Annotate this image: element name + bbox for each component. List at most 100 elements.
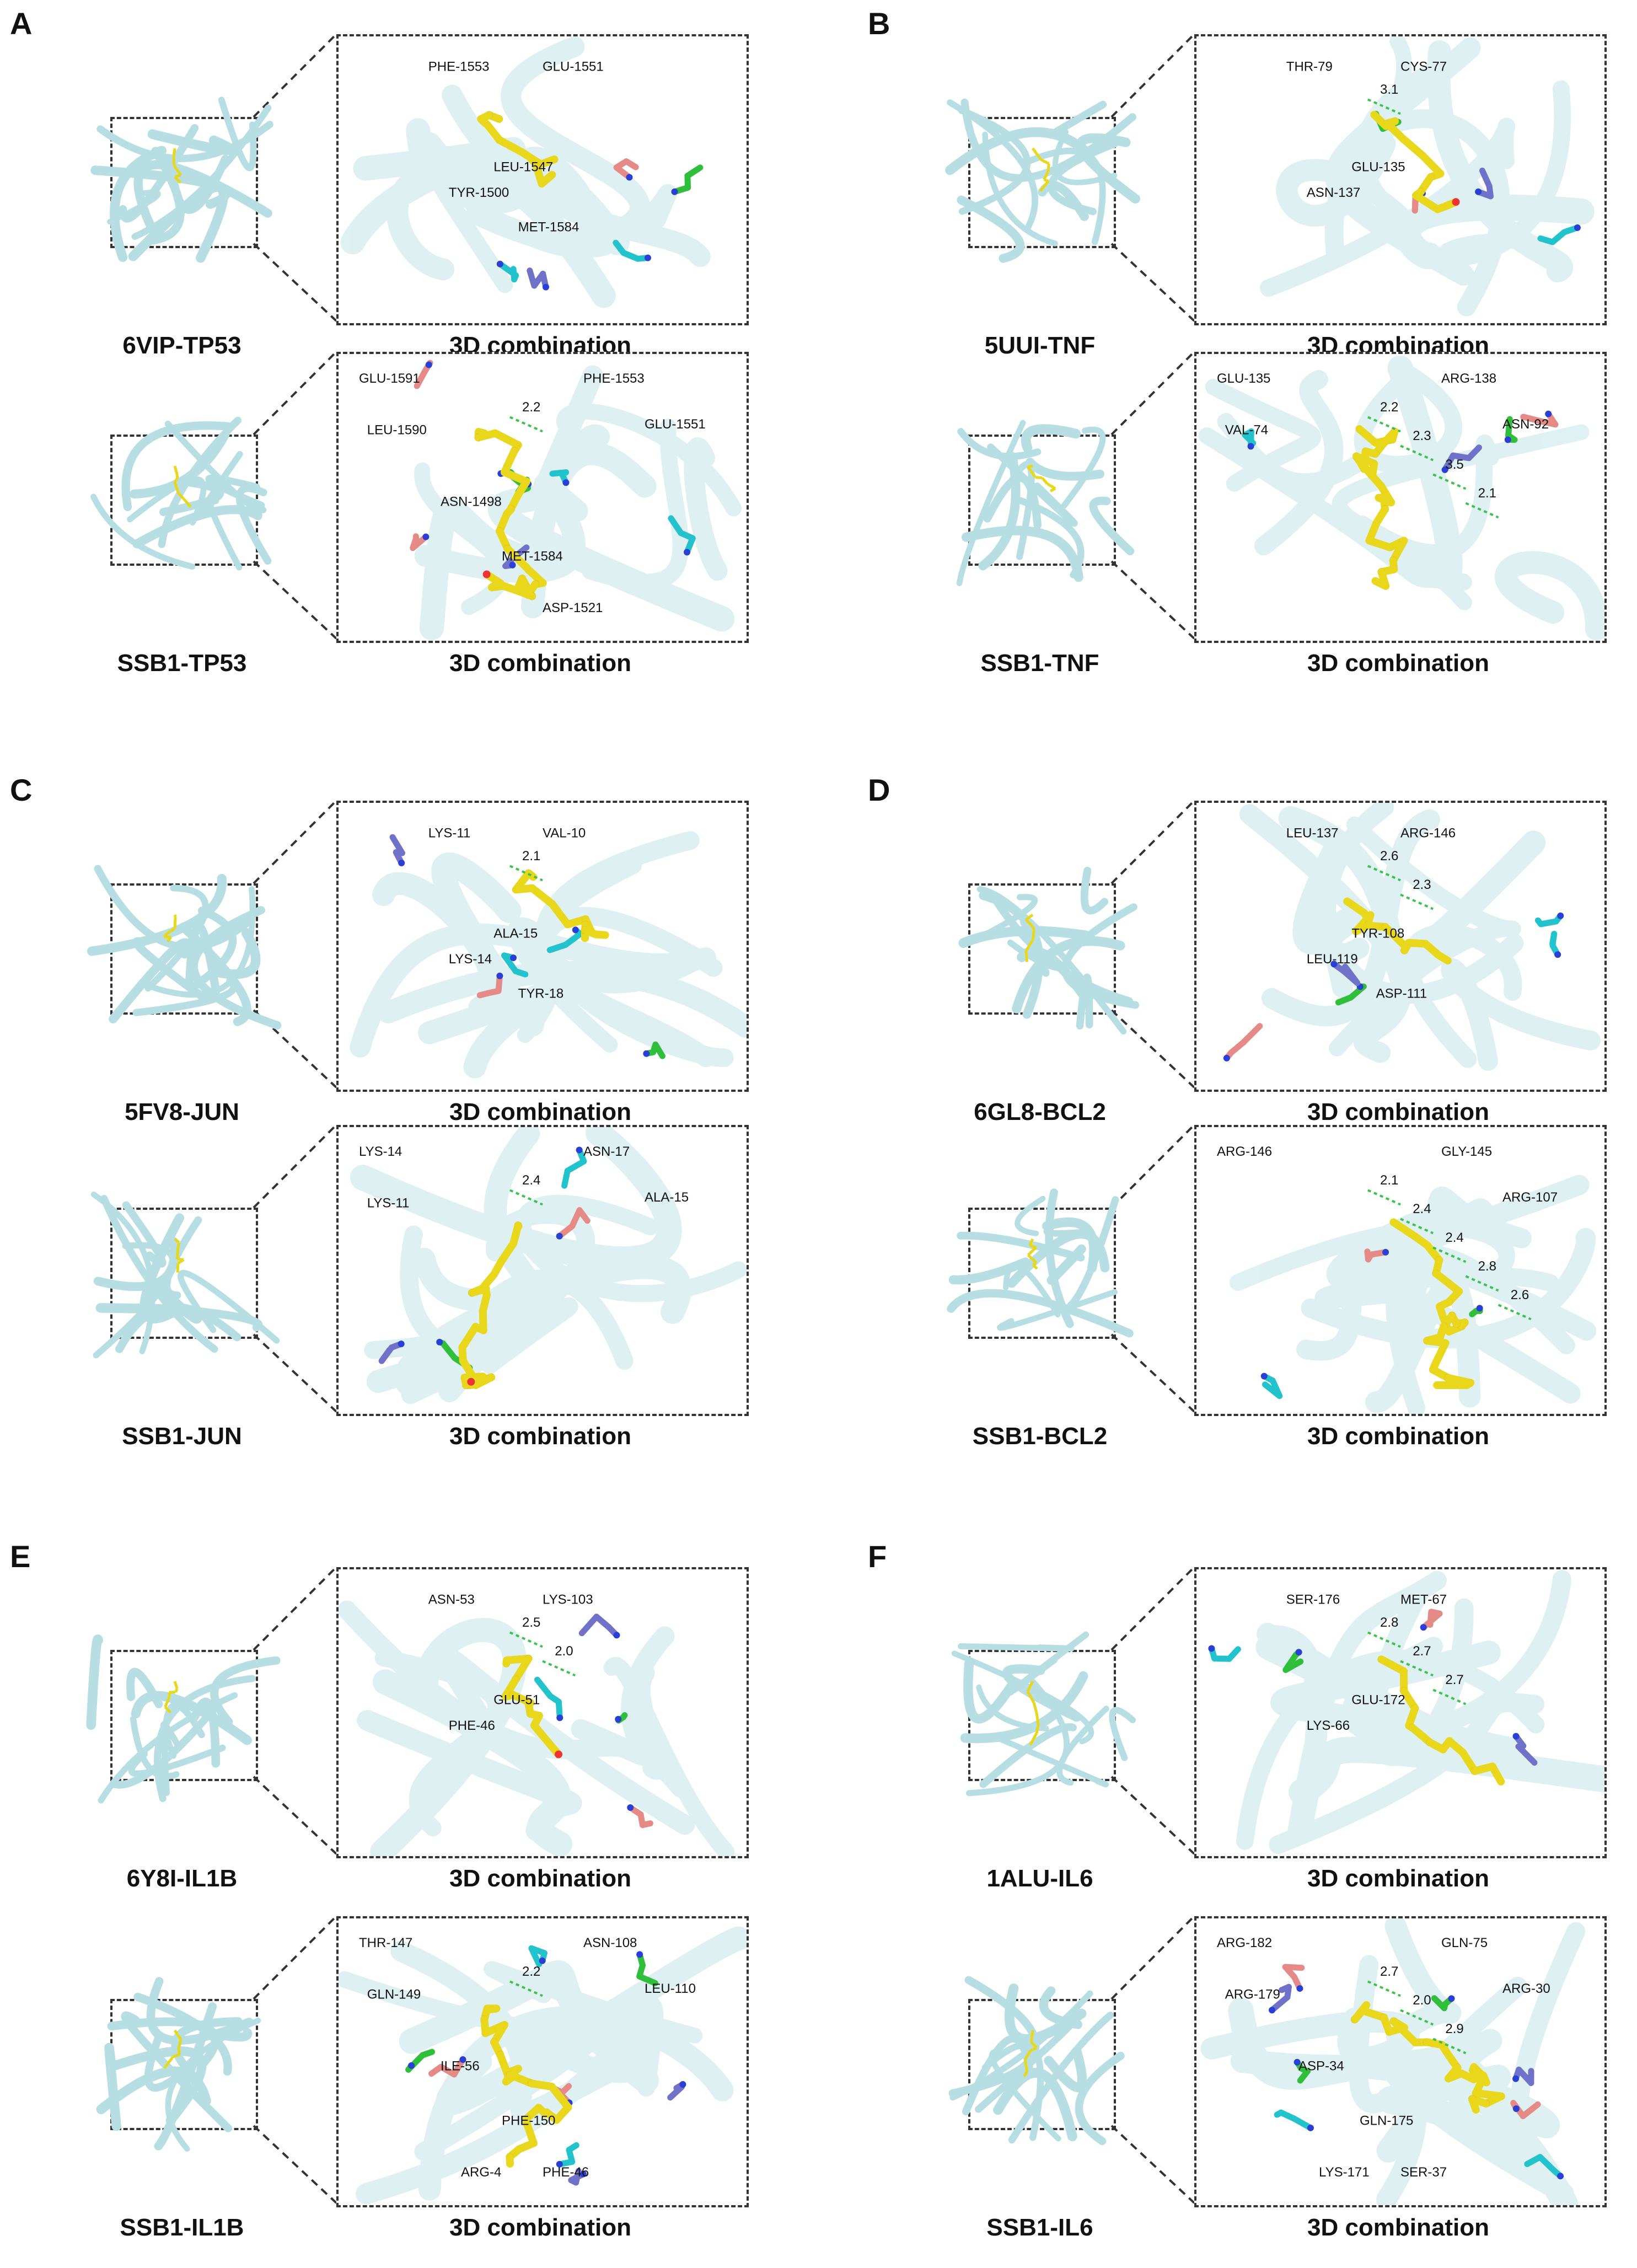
protein-ribbon-background — [339, 1926, 747, 2205]
hbond-distance-label: 2.8 — [1478, 1259, 1496, 1274]
panel-letter: B — [868, 6, 890, 41]
residue-label: GLN-149 — [367, 1987, 421, 2002]
binding-pocket-thumbnail — [958, 866, 1140, 1035]
hbond-distance-label: 2.7 — [1445, 1672, 1463, 1687]
residue-label: ASN-1498 — [441, 495, 502, 510]
ligand-in-pocket — [1031, 147, 1050, 192]
residue-label: ASN-108 — [583, 1935, 637, 1950]
protein-ribbon-background — [350, 1127, 747, 1404]
protein-ribbon-background — [1236, 1570, 1604, 1854]
residue-label: LEU-110 — [645, 1981, 696, 1996]
residue-label: MET-1584 — [518, 220, 579, 235]
zoom-caption: 3D combination — [1307, 650, 1490, 677]
ligand-sticks — [512, 869, 609, 942]
interaction-zoom-view: ASN-53 LYS-103 GLU-51 PHE-46 2.5 2.0 — [336, 1567, 749, 1858]
interaction-zoom-view: ARG-182 GLN-75 ARG-30 ARG-179 ASP-34 GLN-175 S… — [1194, 1916, 1607, 2207]
complex-label: 6VIP-TP53 — [122, 332, 241, 359]
ligand-in-pocket — [1023, 2030, 1038, 2078]
residue-label: MET-1584 — [502, 549, 563, 564]
residue-label: LYS-14 — [359, 1144, 402, 1159]
residue-sticks — [1260, 1248, 1483, 1400]
residue-label: ASP-34 — [1298, 2059, 1344, 2074]
residue-label: GLY-145 — [1441, 1144, 1492, 1159]
ligand-in-pocket — [172, 148, 182, 184]
residue-label: ASN-92 — [1502, 417, 1549, 432]
ligand-sticks — [480, 2004, 572, 2168]
hbond-distance-label: 2.2 — [522, 1964, 540, 1979]
protein-ribbon-background — [339, 1600, 735, 1856]
hbond-distance-label: 2.2 — [1380, 400, 1398, 415]
residue-label: GLU-135 — [1351, 159, 1405, 174]
protein-cartoon — [86, 1634, 281, 1804]
ligand-sticks — [1351, 2001, 1505, 2114]
protein-ribbon-background — [1259, 36, 1595, 317]
hbond-distance-label: 3.5 — [1445, 457, 1463, 472]
ligand-in-pocket — [1026, 1680, 1040, 1746]
ligand-in-pocket — [174, 1238, 185, 1273]
residue-sticks — [534, 1613, 653, 1829]
residue-label: CYS-77 — [1400, 59, 1447, 74]
binding-pocket-thumbnail — [90, 1191, 280, 1359]
residue-sticks — [496, 158, 704, 291]
residue-sticks — [1208, 1608, 1538, 1766]
protein-cartoon — [90, 1191, 280, 1359]
hbond-distance-label: 2.8 — [1380, 1615, 1398, 1630]
residue-sticks — [1223, 912, 1564, 1061]
residue-label: ARG-146 — [1217, 1144, 1272, 1159]
residue-sticks — [389, 834, 665, 1059]
panel-letter: A — [10, 6, 33, 41]
residue-label: GLN-175 — [1360, 2113, 1413, 2128]
residue-label: PHE-46 — [449, 1718, 495, 1733]
protein-cartoon — [90, 96, 273, 263]
residue-label: ASN-137 — [1307, 185, 1360, 200]
residue-label: VAL-74 — [1225, 423, 1268, 438]
ligand-in-pocket — [1024, 913, 1035, 962]
hbond-distance-label: 2.5 — [522, 1615, 540, 1630]
residue-label: ARG-179 — [1225, 1987, 1280, 2002]
residue-label: LYS-11 — [428, 825, 471, 840]
residue-label: LYS-103 — [543, 1592, 593, 1607]
complex-label: 1ALU-IL6 — [986, 1865, 1093, 1892]
protein-ribbon-background — [1200, 1918, 1586, 2205]
zoom-caption: 3D combination — [1307, 1423, 1490, 1450]
residue-label: GLU-1591 — [359, 371, 420, 386]
complex-label: 5UUI-TNF — [984, 332, 1096, 359]
residue-label: SER-176 — [1286, 1592, 1340, 1607]
panel-letter: C — [10, 773, 33, 807]
hbond-distance-label: 2.6 — [1380, 849, 1398, 864]
hbond-distance-label: 2.4 — [522, 1173, 540, 1188]
complex-label: SSB1-BCL2 — [972, 1423, 1108, 1450]
residue-label: TYR-1500 — [449, 185, 509, 200]
hbond-distance-label: 2.7 — [1380, 1964, 1398, 1979]
residue-label: ASP-1521 — [543, 600, 603, 615]
interaction-zoom-view: LEU-137 ARG-146 TYR-108 LEU-119 ASP-111 2.6 2.… — [1194, 801, 1607, 1092]
ligand-sticks — [458, 1221, 523, 1389]
residue-label: ARG-138 — [1441, 371, 1496, 386]
ligand-in-pocket — [163, 914, 177, 943]
interaction-zoom-view: SER-176 MET-67 GLU-172 LYS-66 2.8 2.7 2.7 — [1194, 1567, 1607, 1858]
residue-label: ARG-146 — [1400, 825, 1456, 840]
protein-cartoon — [87, 865, 282, 1030]
interaction-zoom-view: LYS-11 VAL-10 ALA-15 LYS-14 TYR-18 2.1 — [336, 801, 749, 1092]
residue-label: MET-67 — [1400, 1592, 1447, 1607]
residue-label: ASN-17 — [583, 1144, 630, 1159]
interaction-zoom-view: THR-147 ASN-108 LEU-110 GLN-149 ILE-56 PHE-15… — [336, 1916, 749, 2207]
hbond-distance-label: 2.3 — [1413, 428, 1431, 443]
hbond-distance-label: 2.1 — [1380, 1173, 1398, 1188]
protein-cartoon — [947, 1188, 1134, 1338]
residue-label: ARG-30 — [1502, 1981, 1550, 1996]
interaction-zoom-view: GLU-1591 PHE-1553 GLU-1551 LEU-1590 ASN-1498… — [336, 352, 749, 643]
complex-label: SSB1-IL1B — [120, 2214, 244, 2241]
ligand-in-pocket — [1027, 464, 1056, 492]
residue-label: ARG-4 — [461, 2165, 501, 2180]
protein-cartoon — [96, 1977, 261, 2152]
residue-label: LEU-137 — [1286, 825, 1339, 840]
interaction-zoom-view: ARG-146 GLY-145 ARG-107 2.1 2.4 2.4 2.8 2.6 — [1194, 1125, 1607, 1416]
residue-label: PHE-1553 — [583, 371, 645, 386]
residue-label: GLU-135 — [1217, 371, 1270, 386]
residue-label: SER-37 — [1400, 2165, 1447, 2180]
residue-sticks — [1242, 410, 1559, 473]
zoom-caption: 3D combination — [449, 1098, 632, 1125]
hbond-distance-label: 2.0 — [1413, 1993, 1431, 2008]
interaction-zoom-view: LYS-14 ASN-17 ALA-15 LYS-11 2.4 — [336, 1125, 749, 1416]
